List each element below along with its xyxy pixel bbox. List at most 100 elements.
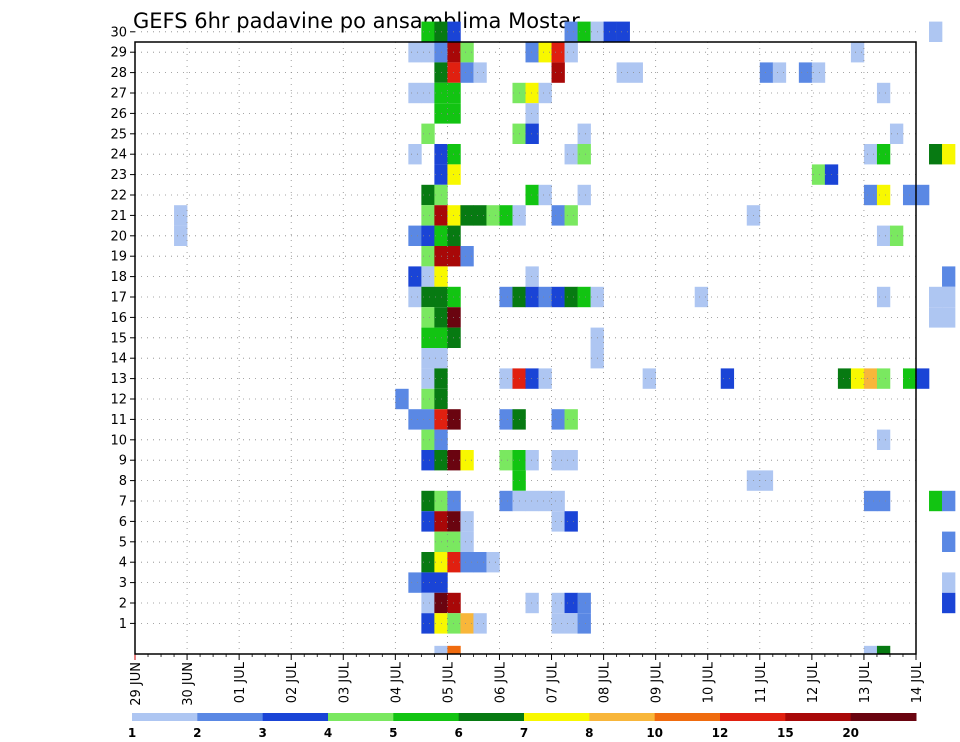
heatmap-cell: [421, 21, 435, 42]
heatmap-cell: [525, 266, 539, 287]
legend-swatch: [720, 713, 786, 721]
legend-label: 4: [324, 726, 332, 740]
x-tick-label: 29 JUN: [129, 662, 144, 706]
heatmap-cell: [577, 613, 591, 634]
heatmap-cell: [929, 21, 943, 42]
legend-swatch: [262, 713, 329, 721]
x-tick-label: 01 JUL: [233, 661, 248, 703]
y-tick-label: 30: [110, 25, 127, 40]
heatmap-cell: [447, 82, 461, 104]
heatmap-cell: [408, 144, 422, 165]
heatmap-cell: [811, 62, 826, 83]
legend-swatch: [524, 713, 590, 721]
heatmap-cell: [863, 368, 878, 389]
y-tick-label: 5: [119, 535, 127, 550]
x-tick-label: 06 JUL: [493, 661, 508, 703]
legend-swatch: [328, 713, 394, 721]
heatmap-cell: [421, 42, 435, 63]
x-tick-label: 09 JUL: [650, 661, 665, 703]
heatmap-cell: [916, 368, 930, 389]
x-tick-label: 07 JUL: [546, 661, 561, 703]
heatmap-cell: [538, 82, 552, 104]
heatmap-cell: [447, 103, 461, 124]
heatmap-cell: [551, 613, 565, 634]
heatmap-cell: [447, 62, 461, 83]
heatmap-cell: [876, 82, 891, 104]
heatmap-cell: [499, 286, 513, 308]
y-axis: 1234567891011121314151617181920212223242…: [110, 25, 135, 632]
y-tick-label: 18: [110, 270, 127, 285]
heatmap-cell: [525, 103, 539, 124]
heatmap-cell: [876, 429, 891, 450]
heatmap-cell: [876, 144, 891, 165]
heatmap-cell: [942, 490, 956, 512]
y-tick-label: 26: [110, 107, 127, 122]
y-tick-label: 16: [110, 311, 127, 326]
heatmap-cell: [577, 592, 591, 614]
heatmap-cell: [629, 62, 643, 83]
heatmap-cell: [421, 552, 435, 573]
heatmap-cell: [473, 62, 487, 83]
heatmap-cell: [616, 62, 630, 83]
heatmap-cell: [525, 592, 539, 614]
heatmap-cell: [447, 552, 461, 573]
y-tick-label: 20: [110, 229, 127, 244]
y-tick-label: 21: [110, 209, 127, 224]
heatmap-cell: [942, 531, 956, 552]
legend-swatch: [458, 713, 525, 721]
heatmap-cell: [942, 266, 956, 287]
heatmap-cell: [564, 592, 578, 614]
heatmap-cell: [564, 286, 578, 308]
y-tick-label: 23: [110, 168, 127, 183]
heatmap-cell: [564, 450, 578, 471]
heatmap-cell: [876, 368, 891, 389]
heatmap-cell: [525, 490, 539, 512]
heatmap-cell: [408, 409, 422, 430]
heatmap-cell: [551, 205, 565, 226]
heatmap-cell: [603, 21, 617, 42]
heatmap-cell: [642, 368, 656, 389]
x-tick-label: 14 JUL: [910, 661, 925, 703]
heatmap-cell: [408, 266, 422, 287]
heatmap-cell: [447, 511, 461, 532]
legend-swatch: [197, 713, 264, 721]
heatmap-cell: [447, 409, 461, 430]
x-tick-label: 08 JUL: [598, 661, 613, 703]
heatmap-cell: [538, 490, 552, 512]
heatmap-cell: [421, 388, 435, 410]
y-tick-label: 17: [110, 291, 127, 306]
heatmap-cell: [694, 286, 709, 308]
heatmap-cell: [564, 144, 578, 165]
heatmap-cell: [447, 144, 461, 165]
heatmap-cell: [486, 205, 500, 226]
y-tick-label: 8: [119, 474, 127, 489]
heatmap-cell: [889, 225, 904, 246]
y-tick-label: 13: [110, 372, 127, 387]
heatmap-cell: [551, 409, 565, 430]
heatmap-cell: [551, 490, 565, 512]
heatmap-cell: [499, 450, 513, 471]
heatmap-cell: [486, 552, 500, 573]
y-tick-label: 19: [110, 250, 127, 265]
heatmap-cell: [395, 388, 409, 410]
heatmap-cell: [525, 368, 539, 389]
plot-frame: [134, 41, 917, 655]
heatmap-cell: [447, 531, 461, 552]
y-tick-label: 2: [119, 597, 127, 612]
heatmap-cell: [421, 572, 435, 593]
heatmap-cell: [447, 164, 461, 185]
heatmap-cell: [447, 592, 461, 614]
heatmap-cell: [942, 144, 956, 165]
heatmap-cell: [929, 307, 943, 328]
legend-label: 6: [454, 726, 462, 740]
legend-label: 2: [193, 726, 201, 740]
heatmap-cell: [889, 123, 904, 144]
heatmap-cell: [850, 368, 865, 389]
heatmap-cell: [421, 123, 435, 144]
heatmap-cell: [421, 286, 435, 308]
heatmap-cell: [174, 205, 188, 226]
x-tick-label: 11 JUL: [754, 661, 769, 703]
heatmap-cell: [447, 307, 461, 328]
heatmap-cell: [929, 490, 943, 512]
heatmap-cell: [421, 205, 435, 226]
